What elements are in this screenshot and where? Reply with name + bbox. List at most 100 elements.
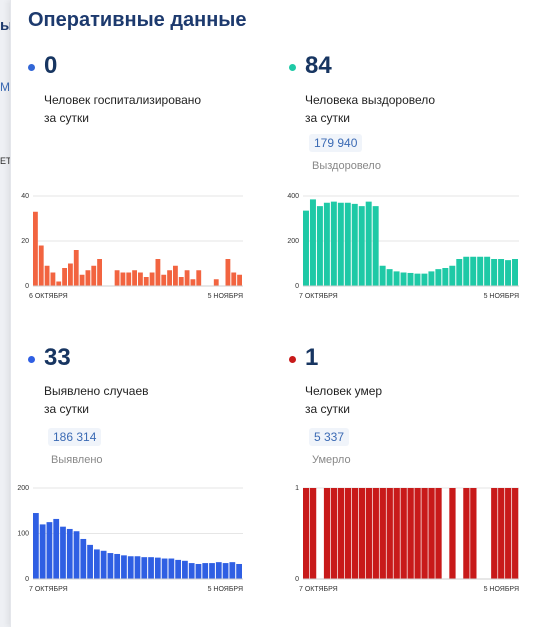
chart-bar <box>155 259 161 286</box>
chart-bar <box>44 265 50 286</box>
chart-bar <box>173 265 178 286</box>
chart-bar <box>330 201 337 287</box>
chart-bar <box>66 528 73 579</box>
chart-bar <box>213 279 219 286</box>
chart-bar <box>435 488 442 579</box>
chart-bar <box>182 560 188 579</box>
chart-bar <box>330 488 338 579</box>
y-tick-label: 100 <box>17 531 29 538</box>
y-tick-label: 400 <box>287 193 299 200</box>
chart-bar <box>215 562 222 579</box>
chart-bar <box>138 272 143 286</box>
chart-bar <box>148 557 154 579</box>
chart-bar <box>309 488 317 579</box>
chart-bar <box>38 245 44 286</box>
chart-bar <box>161 274 167 286</box>
chart-bar <box>386 269 393 287</box>
chart-bar <box>428 488 435 579</box>
deaths-description: Человек умер за сутки <box>305 382 535 418</box>
chart-bar <box>62 268 67 286</box>
chart-bar <box>491 259 498 286</box>
chart-bar <box>33 513 39 579</box>
chart-bar <box>229 562 236 579</box>
chart-bar <box>237 274 242 286</box>
chart-bar <box>190 279 196 286</box>
chart-bar <box>512 488 519 579</box>
description-line: Человека выздоровело <box>305 93 436 107</box>
status-dot <box>289 64 296 71</box>
hospitalized-description: Человек госпитализировано за сутки <box>44 91 274 127</box>
status-dot <box>28 64 35 71</box>
chart-bar <box>196 270 202 286</box>
y-tick-label: 0 <box>25 576 29 583</box>
chart-bar <box>407 488 414 579</box>
chart-bar <box>442 268 449 286</box>
chart-bar <box>358 206 365 287</box>
chart-bar <box>222 563 229 579</box>
cases-total-label: Выявлено <box>51 454 103 466</box>
chart-bar <box>39 524 46 579</box>
chart-bar <box>470 256 477 286</box>
cases-count: 33 <box>44 344 71 371</box>
x-tick-label-end: 5 НОЯБРЯ <box>208 293 243 300</box>
chart-bar <box>379 265 386 286</box>
chart-bar <box>154 557 161 579</box>
x-tick-label-start: 6 ОКТЯБРЯ <box>29 293 68 300</box>
cases-bar-chart: 200 100 07 ОКТЯБРЯ 5 НОЯБРЯ <box>17 485 243 593</box>
y-tick-label: 1 <box>295 485 299 492</box>
chart-bar <box>188 563 195 579</box>
chart-bar <box>323 202 330 286</box>
chart-bar <box>53 518 60 579</box>
recovered-total-label: Выздоровело <box>312 160 381 172</box>
chart-bar <box>372 488 379 579</box>
chart-bar <box>365 201 372 287</box>
chart-bar <box>477 256 484 286</box>
chart-bar <box>463 488 470 579</box>
chart-bar <box>393 488 400 579</box>
chart-bar <box>178 277 184 286</box>
chart-bar <box>435 269 442 287</box>
background-text-fragment: ЕТ <box>0 156 12 166</box>
chart-bar <box>120 272 126 286</box>
chart-bar <box>505 260 512 287</box>
chart-bar <box>132 270 137 286</box>
chart-bar <box>365 488 372 579</box>
chart-bar <box>85 270 91 286</box>
deaths-total: 5 337 <box>309 428 350 446</box>
chart-bar <box>168 558 175 579</box>
chart-bar <box>358 488 366 579</box>
chart-bar <box>195 563 202 579</box>
chart-bar <box>337 488 345 579</box>
chart-bar <box>80 538 87 579</box>
chart-bar <box>114 270 120 286</box>
chart-bar <box>491 488 498 579</box>
y-tick-label: 200 <box>17 485 29 492</box>
description-line: Человек госпитализировано <box>44 93 202 107</box>
deaths-total-label: Умерло <box>312 454 351 466</box>
chart-bar <box>60 526 66 579</box>
chart-bar <box>456 259 463 286</box>
chart-bar <box>414 488 421 579</box>
chart-bar <box>372 206 379 287</box>
chart-bar <box>33 211 38 286</box>
chart-bar <box>344 488 352 579</box>
chart-bar <box>134 556 141 579</box>
y-tick-label: 20 <box>21 238 29 245</box>
description-line: Человек умер <box>305 384 383 398</box>
chart-bar <box>414 273 421 287</box>
chart-bar <box>449 265 456 286</box>
recovered-total: 179 940 <box>309 134 363 152</box>
status-dot <box>289 356 296 363</box>
chart-bar <box>393 271 400 287</box>
cases-total: 186 314 <box>48 428 102 446</box>
chart-bar <box>73 250 79 286</box>
chart-bar <box>236 563 242 579</box>
chart-bar <box>470 488 477 579</box>
hospitalized-bar-chart: 40 20 06 ОКТЯБРЯ 5 НОЯБРЯ <box>21 193 243 300</box>
chart-bar <box>309 199 316 287</box>
chart-bar <box>400 272 407 286</box>
chart-bar <box>202 563 209 579</box>
chart-bar <box>127 556 134 579</box>
recovered-bar-chart: 400 200 07 ОКТЯБРЯ 5 НОЯБРЯ <box>287 193 519 300</box>
description-line: за сутки <box>44 402 89 416</box>
